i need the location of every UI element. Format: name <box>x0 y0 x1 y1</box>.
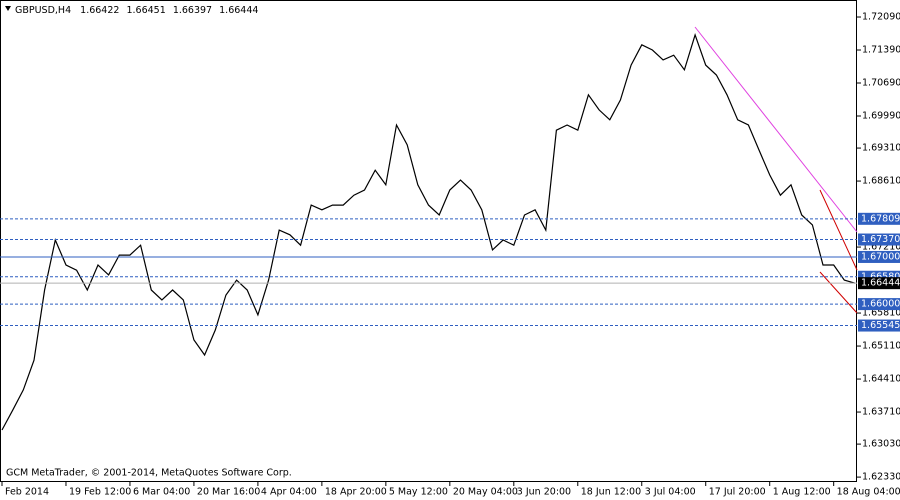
plot-frame <box>0 0 857 482</box>
bid-value: 1.66444 <box>861 278 900 289</box>
menu-arrow <box>5 6 11 11</box>
trendline <box>694 26 858 233</box>
level-value: 1.67809 <box>861 213 900 224</box>
level-value: 1.65545 <box>861 320 900 331</box>
level-label: 1.67809 <box>858 212 900 225</box>
x-tick-label: 18 Apr 20:00 <box>325 487 387 498</box>
high: 1.66451 <box>126 5 165 16</box>
trendline <box>819 189 858 271</box>
level-box <box>858 233 900 246</box>
price-line <box>1 32 856 431</box>
level-value: 1.67000 <box>861 251 900 262</box>
x-tick-label: 18 Jun 12:00 <box>581 487 641 498</box>
x-tick-label: Feb 2014 <box>5 487 49 498</box>
low: 1.66397 <box>173 5 212 16</box>
level-label: 1.65545 <box>858 319 900 332</box>
x-tick-label: 1 Aug 12:00 <box>773 487 831 498</box>
y-tick-label: 1.64410 <box>862 374 900 385</box>
y-tick-label: 1.62330 <box>862 472 900 483</box>
symbol: GBPUSD,H4 <box>15 5 71 16</box>
y-tick-label: 1.67210 <box>862 242 900 253</box>
x-tick-label: 18 Aug 04:00 <box>837 487 900 498</box>
y-tick-label: 1.63710 <box>862 407 900 418</box>
y-tick-label: 1.63030 <box>862 439 900 450</box>
y-tick-label: 1.72090 <box>862 12 900 23</box>
level-box <box>858 319 900 332</box>
x-tick-label: 4 Apr 04:00 <box>261 487 317 498</box>
x-tick-label: 20 May 04:00 <box>453 487 518 498</box>
open: 1.66422 <box>80 5 119 16</box>
level-box <box>858 250 900 263</box>
y-tick-label: 1.68610 <box>862 176 900 187</box>
x-tick-label: 17 Jul 20:00 <box>709 487 766 498</box>
y-tick-label: 1.69310 <box>862 143 900 154</box>
bid-box <box>858 277 900 290</box>
close: 1.66444 <box>219 5 258 16</box>
x-tick-label: 6 Mar 04:00 <box>133 487 190 498</box>
y-tick-label: 1.65810 <box>862 308 900 319</box>
trendline <box>819 271 858 314</box>
x-tick-label: 19 Feb 12:00 <box>69 487 131 498</box>
level-label: 1.67000 <box>858 250 900 263</box>
level-label: 1.67370 <box>858 233 900 246</box>
header: GBPUSD,H4 1.66422 1.66451 1.66397 1.6644… <box>15 5 258 16</box>
y-tick-label: 1.65110 <box>862 341 900 352</box>
level-value: 1.66000 <box>861 299 900 310</box>
y-tick-label: 1.69990 <box>862 111 900 122</box>
y-tick-label: 1.70690 <box>862 78 900 89</box>
x-tick-label: 5 May 12:00 <box>389 487 448 498</box>
x-tick-label: 20 Mar 16:00 <box>197 487 260 498</box>
y-tick-label: 1.71390 <box>862 45 900 56</box>
level-label: 1.66000 <box>858 298 900 311</box>
level-box <box>858 212 900 225</box>
level-value: 1.67370 <box>861 234 900 245</box>
copyright: GCM MetaTrader, © 2001-2014, MetaQuotes … <box>6 468 292 479</box>
level-value: 1.66580 <box>861 271 900 282</box>
level-box <box>858 298 900 311</box>
x-tick-label: 3 Jul 04:00 <box>645 487 696 498</box>
x-tick-label: 3 Jun 20:00 <box>517 487 571 498</box>
